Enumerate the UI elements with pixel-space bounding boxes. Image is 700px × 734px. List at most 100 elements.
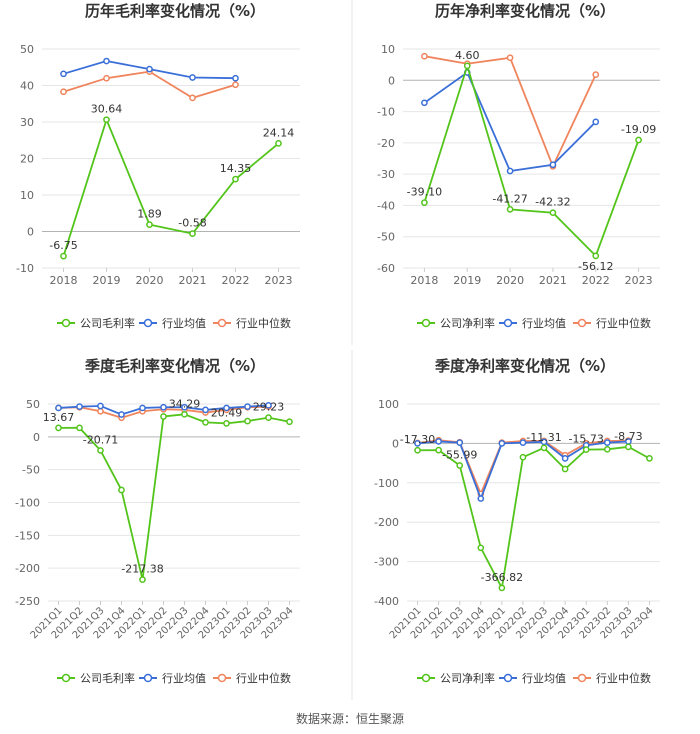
data-point-average: [265, 401, 272, 409]
data-point-company: [561, 465, 569, 473]
legend-label: 行业中位数: [596, 671, 651, 685]
y-tick-label: -300: [374, 556, 399, 569]
x-tick-label: 2018: [50, 274, 78, 287]
legend-marker-median: [577, 318, 587, 328]
data-point-company: [463, 62, 471, 70]
x-tick-label: 2023: [265, 274, 293, 287]
data-label: -39.10: [407, 186, 442, 199]
data-point-company: [592, 252, 600, 260]
data-label: -55.99: [442, 448, 477, 461]
data-point-median: [97, 407, 104, 415]
chart-panel-1: 历年毛利率变化情况（%） -10 0 10 20 30 40 50 2018 2019 2020 20…: [16, 2, 300, 330]
data-point-average: [506, 167, 514, 175]
data-point-company: [265, 414, 272, 421]
data-point-average: [456, 439, 464, 446]
y-tick-label: 0: [392, 437, 399, 450]
data-point-company: [286, 418, 293, 426]
y-tick-label: -200: [15, 562, 40, 575]
data-point-company: [635, 136, 642, 144]
data-point-company: [76, 424, 83, 432]
legend-label: 行业均值: [522, 317, 566, 330]
y-tick-label: 100: [378, 398, 399, 411]
data-point-average: [139, 404, 146, 412]
data-point-average: [592, 118, 600, 126]
data-point-company: [540, 444, 548, 452]
data-point-company: [498, 584, 506, 592]
x-tick-label: 2020: [496, 274, 524, 287]
legend-marker-company: [61, 318, 71, 328]
data-label: -11.31: [526, 431, 561, 444]
legend-label: 行业均值: [522, 672, 566, 685]
data-point-company: [582, 446, 590, 453]
data-point-average: [55, 404, 62, 412]
legend-label: 公司净利率: [440, 316, 495, 330]
y-tick-label: -30: [377, 168, 395, 181]
legend-marker-median: [217, 673, 227, 683]
legend-label: 行业中位数: [596, 316, 651, 330]
data-point-average: [146, 65, 153, 73]
legend-marker-company: [421, 318, 431, 328]
data-label: -41.27: [492, 192, 527, 205]
data-label: -6.75: [49, 239, 77, 252]
data-point-median: [421, 52, 428, 60]
data-point-average: [549, 161, 557, 169]
y-tick-label: 0: [388, 74, 395, 87]
chart-title: 季度净利率变化情况（%）: [435, 357, 615, 375]
legend-marker-company: [61, 673, 71, 683]
data-point-company: [275, 140, 282, 147]
y-tick-label: -150: [15, 529, 40, 542]
data-point-median: [592, 71, 600, 79]
data-point-average: [232, 74, 239, 82]
chart-title: 历年毛利率变化情况（%）: [85, 2, 265, 20]
legend-label: 行业中位数: [236, 316, 291, 330]
data-point-company: [118, 486, 125, 494]
y-tick-label: 0: [27, 226, 34, 239]
data-point-company: [549, 209, 557, 217]
x-tick-label: 2022: [582, 274, 610, 287]
data-label: 14.35: [220, 162, 252, 175]
data-label: 20.49: [211, 406, 243, 419]
y-tick-label: -400: [374, 595, 399, 608]
y-tick-label: 50: [26, 398, 40, 411]
legend-marker-average: [503, 318, 513, 328]
data-point-company: [55, 424, 62, 432]
data-point-average: [160, 403, 167, 411]
x-tick-label: 2021: [539, 274, 567, 287]
chart-panel-3: 季度毛利率变化情况（%）-250-200-150-100-500502021Q1…: [15, 357, 300, 685]
data-point-company: [244, 417, 251, 425]
data-point-median: [232, 81, 239, 89]
legend-label: 公司净利率: [440, 671, 495, 685]
data-label: -17.30: [400, 433, 435, 446]
data-label: -0.58: [178, 217, 206, 230]
data-point-company: [146, 221, 153, 228]
x-tick-label: 2020: [136, 274, 164, 287]
data-point-median: [506, 54, 514, 62]
data-point-average: [519, 439, 527, 446]
data-point-company: [414, 446, 421, 454]
data-point-average: [540, 438, 548, 446]
data-point-company: [103, 116, 110, 124]
source-note: 数据来源：恒生聚源: [295, 712, 404, 726]
data-label: 34.29: [169, 397, 201, 410]
data-point-average: [76, 403, 83, 410]
chart-panel-2: 历年净利率变化情况（%） -60 -50 -40 -30 -20 -10 0 10 2018 201…: [377, 2, 660, 330]
x-tick-label: 2022: [222, 274, 250, 287]
y-tick-label: 50: [20, 43, 34, 56]
y-tick-label: -50: [22, 464, 40, 477]
data-point-average: [421, 99, 428, 107]
legend-label: 行业均值: [162, 317, 206, 330]
data-point-company: [160, 413, 167, 420]
legend-marker-median: [217, 318, 227, 328]
data-point-average: [60, 70, 67, 78]
data-label: 24.14: [263, 126, 295, 139]
data-point-average: [189, 74, 196, 81]
data-point-average: [435, 438, 442, 445]
data-point-average: [477, 495, 485, 502]
data-point-average: [603, 439, 611, 446]
data-point-company: [603, 445, 611, 453]
data-label: -366.82: [481, 571, 523, 584]
y-tick-label: -20: [377, 137, 395, 150]
data-point-company: [519, 453, 527, 461]
data-label: -20.71: [83, 433, 118, 446]
